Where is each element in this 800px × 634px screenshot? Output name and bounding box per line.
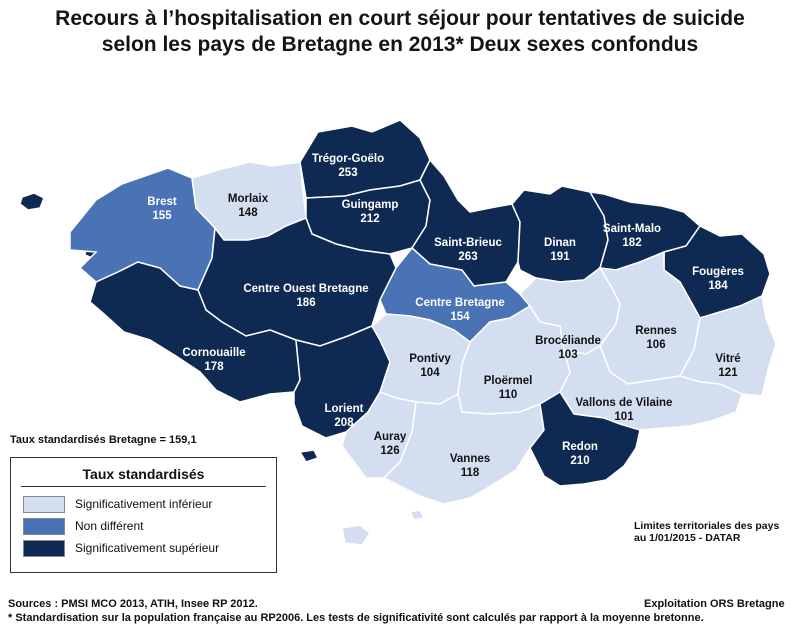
legend-label: Significativement supérieur xyxy=(75,541,220,555)
label-pontivy: Pontivy 104 xyxy=(409,353,451,379)
label-tregor-goelo: Trégor-Goëlo 253 xyxy=(312,153,384,179)
legend-swatch xyxy=(23,495,65,513)
regional-rate-label: Taux standardisés Bretagne = 159,1 xyxy=(10,434,197,446)
label-centre-ouest-bretagne: Centre Ouest Bretagne 186 xyxy=(243,283,368,309)
label-cornouaille: Cornouaille 178 xyxy=(182,347,245,373)
island-vannes xyxy=(408,509,426,521)
label-value: 253 xyxy=(338,167,357,179)
label-value: 210 xyxy=(570,455,589,467)
label-value: 110 xyxy=(499,389,518,401)
region-redon[interactable] xyxy=(529,390,641,487)
map-title: Recours à l’hospitalisation en court séj… xyxy=(0,6,800,58)
legend: Taux standardisés Significativement infé… xyxy=(10,457,277,573)
label-value: 191 xyxy=(550,251,570,263)
island-south xyxy=(298,449,320,463)
label-value: 148 xyxy=(238,207,258,219)
label-auray: Auray 126 xyxy=(374,431,407,457)
label-dinan: Dinan 191 xyxy=(544,237,576,263)
legend-swatch xyxy=(23,517,65,535)
footnote: * Standardisation sur la population fran… xyxy=(8,612,704,624)
sources-note: Sources : PMSI MCO 2013, ATIH, Insee RP … xyxy=(8,598,258,610)
label-name: Dinan xyxy=(544,237,576,249)
label-rennes: Rennes 106 xyxy=(635,325,677,351)
label-value: 118 xyxy=(461,467,480,479)
limits-line-2: au 1/01/2015 - DATAR xyxy=(634,532,741,544)
label-ploermel: Ploërmel 110 xyxy=(484,375,533,401)
legend-title: Taux standardisés xyxy=(21,466,266,487)
label-value: 208 xyxy=(334,417,354,429)
label-name: Vitré xyxy=(715,353,740,365)
label-value: 182 xyxy=(622,237,641,249)
label-name: Vannes xyxy=(450,453,490,465)
label-name: Saint-Malo xyxy=(603,223,661,235)
label-value: 184 xyxy=(708,280,728,292)
title-line-1: Recours à l’hospitalisation en court séj… xyxy=(55,7,745,30)
title-line-2: selon les pays de Bretagne en 2013* Deux… xyxy=(101,33,699,56)
island-belle-ile xyxy=(341,524,372,546)
label-brest: Brest 155 xyxy=(147,196,177,222)
label-value: 212 xyxy=(360,213,379,225)
legend-label: Non différent xyxy=(75,519,144,533)
legend-item-superieur: Significativement supérieur xyxy=(23,537,276,559)
label-saint-brieuc: Saint-Brieuc 263 xyxy=(434,237,502,263)
label-saint-malo: Saint-Malo 182 xyxy=(603,223,661,249)
label-value: 101 xyxy=(614,411,634,423)
label-value: 155 xyxy=(152,210,172,222)
legend-swatch xyxy=(23,539,65,557)
label-value: 178 xyxy=(204,361,224,373)
label-value: 106 xyxy=(646,339,665,351)
label-value: 103 xyxy=(558,349,577,361)
label-name: Centre Ouest Bretagne xyxy=(243,283,368,295)
island-ouessant xyxy=(19,192,45,211)
label-name: Cornouaille xyxy=(182,347,245,359)
legend-label: Significativement inférieur xyxy=(75,497,213,511)
label-value: 263 xyxy=(458,251,477,263)
label-name: Auray xyxy=(374,431,407,443)
label-vitre: Vitré 121 xyxy=(715,353,740,379)
limits-line-1: Limites territoriales des pays xyxy=(634,520,780,532)
label-name: Saint-Brieuc xyxy=(434,237,502,249)
label-name: Morlaix xyxy=(228,193,269,205)
label-vannes: Vannes 118 xyxy=(450,453,490,479)
label-lorient: Lorient 208 xyxy=(325,403,364,429)
label-name: Rennes xyxy=(635,325,677,337)
region-vannes[interactable] xyxy=(382,392,545,505)
label-name: Pontivy xyxy=(409,353,451,365)
label-redon: Redon 210 xyxy=(562,441,598,467)
label-value: 104 xyxy=(420,367,440,379)
label-value: 121 xyxy=(718,367,738,379)
legend-item-inferieur: Significativement inférieur xyxy=(23,493,276,515)
label-broceliande: Brocéliande 103 xyxy=(535,335,601,361)
territorial-limits-note: Limites territoriales des pays au 1/01/2… xyxy=(634,520,779,544)
label-name: Fougères xyxy=(692,266,744,278)
label-vallons-de-vilaine: Vallons de Vilaine 101 xyxy=(576,397,673,423)
label-name: Ploërmel xyxy=(484,375,533,387)
label-value: 186 xyxy=(296,297,315,309)
label-value: 126 xyxy=(380,445,399,457)
label-name: Trégor-Goëlo xyxy=(312,153,384,165)
label-name: Vallons de Vilaine xyxy=(576,397,673,409)
label-fougeres: Fougères 184 xyxy=(692,266,744,292)
legend-item-non-different: Non différent xyxy=(23,515,276,537)
label-name: Brest xyxy=(147,196,177,208)
label-name: Redon xyxy=(562,441,598,453)
region-dinan[interactable] xyxy=(511,185,609,283)
label-name: Brocéliande xyxy=(535,335,601,347)
label-guingamp: Guingamp 212 xyxy=(342,199,399,225)
label-name: Guingamp xyxy=(342,199,399,211)
label-centre-bretagne: Centre Bretagne 154 xyxy=(415,297,504,323)
label-name: Lorient xyxy=(325,403,364,415)
exploitation-note: Exploitation ORS Bretagne xyxy=(644,598,785,610)
label-name: Centre Bretagne xyxy=(415,297,504,309)
label-value: 154 xyxy=(450,311,470,323)
label-morlaix: Morlaix 148 xyxy=(228,193,269,219)
